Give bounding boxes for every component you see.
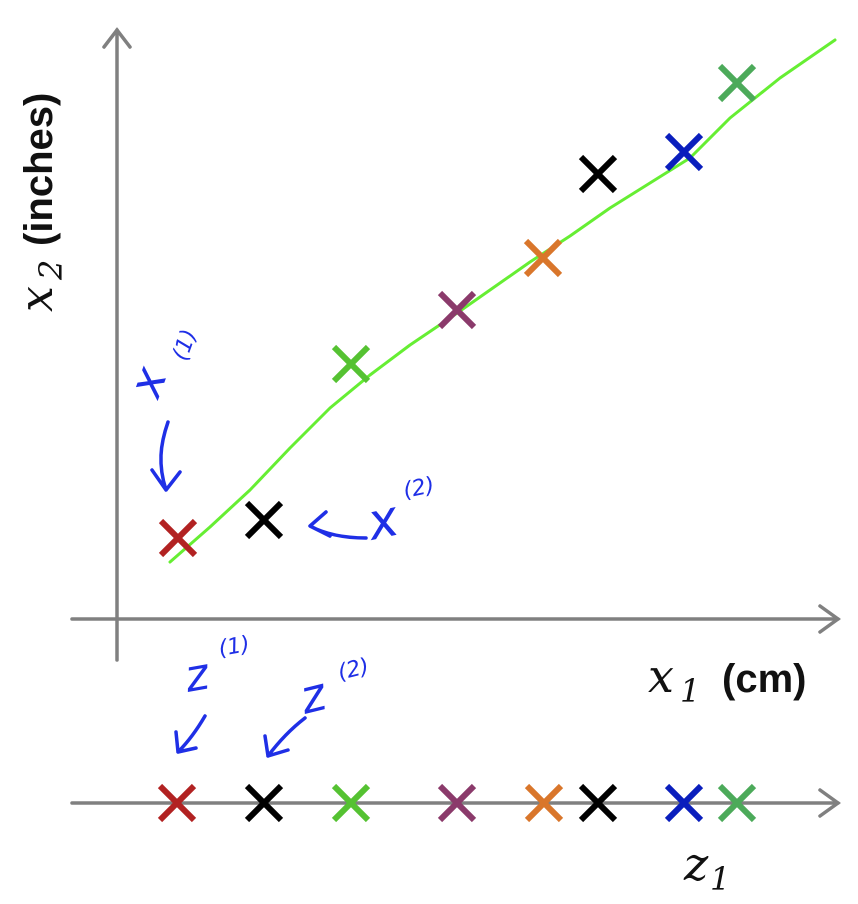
annotation-z2-superscript: (2) — [335, 654, 371, 686]
y-axis-unit: (inches) — [17, 93, 61, 246]
projection-line — [168, 38, 837, 564]
annotation-x1-arrow — [150, 420, 182, 492]
y-axis-variable: x — [9, 286, 63, 312]
annotation-x2-superscript: (2) — [401, 473, 437, 504]
annotation-x1-base: x — [117, 359, 178, 406]
projected-point-marker — [437, 783, 477, 823]
data-point-marker — [158, 518, 198, 558]
projected-point-marker — [664, 783, 704, 823]
data-point-marker — [437, 290, 477, 330]
x-axis-subscript: 1 — [680, 672, 700, 710]
x-axis — [70, 604, 841, 634]
projected-point-marker — [157, 783, 197, 823]
data-point-marker — [717, 63, 757, 103]
projected-point-marker — [524, 783, 564, 823]
projected-points — [157, 783, 757, 823]
annotation-z2: z (2) — [263, 654, 372, 758]
x-axis-label: x 1 (cm) — [648, 649, 806, 710]
projected-point-marker — [244, 783, 284, 823]
data-point-marker — [331, 344, 371, 384]
z-axis-subscript: 1 — [710, 860, 730, 898]
annotation-x1: x (1) — [117, 326, 202, 492]
y-axis-subscript: 2 — [32, 260, 70, 281]
annotation-x2: x (2) — [308, 473, 437, 552]
y-axis-label: x 2 (inches) — [9, 93, 70, 312]
annotation-z2-arrow — [263, 716, 307, 758]
annotation-x1-superscript: (1) — [168, 326, 202, 364]
data-points — [158, 63, 757, 558]
z-axis-label: z 1 — [683, 837, 730, 898]
annotation-z2-base: z — [294, 666, 332, 725]
projected-point-marker — [717, 783, 757, 823]
data-point-marker — [664, 132, 704, 172]
annotation-z1-base: z — [180, 648, 213, 703]
y-axis — [102, 27, 132, 662]
annotation-z1-arrow — [174, 714, 207, 754]
data-point-marker — [244, 500, 284, 540]
data-point-marker — [578, 154, 618, 194]
annotation-z1: z (1) — [174, 632, 252, 754]
z-axis-variable: z — [683, 837, 709, 891]
projected-point-marker — [331, 783, 371, 823]
x-axis-unit: (cm) — [722, 657, 806, 701]
projected-point-marker — [578, 783, 618, 823]
x-axis-variable: x — [648, 649, 674, 703]
annotation-x2-arrow — [308, 510, 368, 540]
data-point-marker — [523, 238, 563, 278]
annotation-z1-superscript: (1) — [217, 632, 252, 662]
annotation-x2-base: x — [360, 489, 403, 552]
